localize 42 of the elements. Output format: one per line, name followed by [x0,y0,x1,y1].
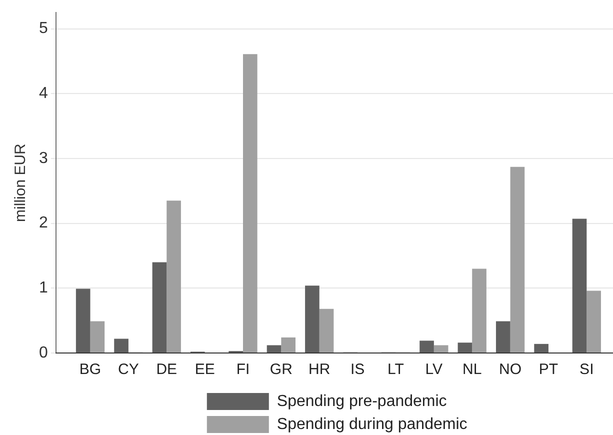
x-tick-label: LV [425,361,443,378]
bar [281,337,296,352]
bar [166,200,181,352]
x-tick-label: LT [388,361,404,378]
bar [90,321,105,352]
x-tick-label: NL [462,361,482,378]
x-tick-label: CY [118,361,139,378]
y-axis-title: million EUR [12,143,30,222]
x-tick-label: NO [499,361,522,378]
x-tick-label: BG [79,361,102,378]
bar [114,338,128,352]
y-tick-label: 5 [38,20,48,38]
x-tick-label: EE [194,361,215,378]
bar [534,344,548,352]
y-tick-label: 3 [38,150,48,167]
x-tick-label: GR [270,361,293,378]
bar [152,262,167,352]
bar [243,54,258,352]
y-tick-label: 2 [38,214,48,232]
bar [496,321,510,352]
bar [319,308,334,352]
bar [434,345,448,352]
bar [420,340,434,352]
x-tick-label: HR [308,361,330,378]
x-tick-label: DE [156,361,178,378]
bar [572,218,587,352]
bar [458,342,472,352]
y-tick-label: 1 [38,280,48,297]
bar [472,268,486,352]
bar [76,288,90,352]
legend-label: Spending pre-pandemic [276,392,447,410]
legend-label: Spending during pandemic [276,416,468,433]
y-tick-label: 0 [38,344,48,362]
x-tick-label: SI [580,361,594,378]
bar [266,345,282,352]
bar [586,290,601,352]
bar [510,166,525,352]
x-tick-label: FI [236,361,250,378]
bar [305,286,320,352]
x-tick-label: IS [350,361,365,378]
x-tick-label: PT [538,361,558,378]
y-tick-label: 4 [38,85,48,102]
